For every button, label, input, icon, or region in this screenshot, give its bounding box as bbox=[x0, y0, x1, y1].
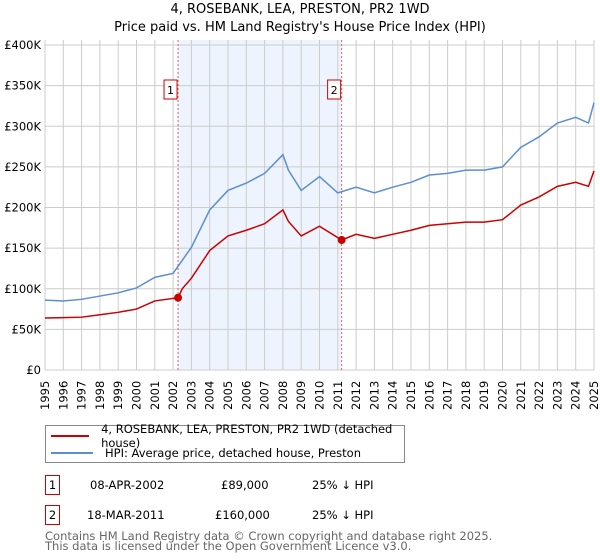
x-tick-label: 2003 bbox=[184, 381, 198, 410]
x-tick-label: 2011 bbox=[331, 381, 345, 410]
sale-point bbox=[337, 236, 346, 244]
x-tick-label: 2023 bbox=[550, 381, 564, 410]
sale-price: £89,000 bbox=[221, 478, 269, 492]
y-tick-label: £50K bbox=[12, 322, 42, 336]
x-tick-label: 2016 bbox=[422, 381, 436, 410]
x-tick-label: 2025 bbox=[587, 381, 600, 410]
y-tick-label: £150K bbox=[4, 241, 41, 255]
sale-hpi: 25% ↓ HPI bbox=[312, 508, 374, 522]
x-tick-label: 2010 bbox=[313, 381, 327, 410]
x-tick-label: 1998 bbox=[93, 381, 107, 410]
x-tick-label: 1995 bbox=[38, 381, 52, 410]
x-tick-label: 2007 bbox=[258, 381, 272, 410]
footer-licence: This data is licensed under the Open Gov… bbox=[45, 539, 412, 553]
x-tick-label: 2014 bbox=[386, 381, 400, 410]
legend-label: HPI: Average price, detached house, Pres… bbox=[105, 446, 361, 460]
sale-marker-box bbox=[327, 79, 342, 100]
x-tick-label: 2004 bbox=[203, 381, 217, 410]
x-tick-label: 2024 bbox=[569, 381, 583, 410]
x-tick-label: 2020 bbox=[496, 381, 510, 410]
x-tick-label: 2019 bbox=[477, 381, 491, 410]
y-tick-label: £200K bbox=[4, 201, 41, 215]
legend-item-hpi: HPI: Average price, detached house, Pres… bbox=[46, 445, 361, 461]
sale-marker-label: 2 bbox=[331, 84, 338, 97]
series-line bbox=[44, 102, 595, 302]
chart-subtitle: Price paid vs. HM Land Registry's House … bbox=[114, 20, 486, 35]
legend-item-property: 4, ROSEBANK, LEA, PRESTON, PR2 1WD (deta… bbox=[46, 422, 404, 450]
y-tick-label: £300K bbox=[4, 119, 41, 133]
plot-area: £0 £50K £100K £150K £200K £250K £300K £350K £400… bbox=[4, 38, 600, 410]
x-tick-label: 1997 bbox=[75, 381, 89, 410]
sale-row: 1 08-APR-2002 £89,000 25% ↓ HPI bbox=[45, 475, 545, 495]
x-tick-label: 2000 bbox=[130, 381, 144, 410]
sale-point bbox=[174, 293, 183, 302]
y-tick-label: £350K bbox=[4, 79, 41, 93]
y-tick-label: £100K bbox=[4, 282, 41, 296]
x-tick-label: 2017 bbox=[441, 381, 455, 410]
x-tick-label: 2018 bbox=[459, 381, 473, 410]
sale-marker: 1 bbox=[45, 475, 60, 495]
sale-marker: 2 bbox=[45, 505, 60, 525]
sale-hpi: 25% ↓ HPI bbox=[312, 478, 374, 492]
y-tick-label: £0 bbox=[26, 363, 41, 377]
sale-price: £160,000 bbox=[215, 508, 270, 522]
legend-label: 4, ROSEBANK, LEA, PRESTON, PR2 1WD (deta… bbox=[101, 422, 393, 450]
legend-swatch bbox=[51, 452, 93, 454]
x-tick-label: 2002 bbox=[166, 381, 180, 410]
x-tick-label: 2015 bbox=[404, 381, 418, 410]
legend-swatch bbox=[51, 435, 90, 437]
sale-date: 18-MAR-2011 bbox=[87, 508, 165, 522]
x-tick-label: 1999 bbox=[111, 381, 125, 410]
sale-marker-label: 1 bbox=[167, 84, 174, 97]
x-tick-label: 2022 bbox=[532, 381, 546, 410]
shaded-ownership-period bbox=[178, 40, 342, 370]
x-tick-label: 2012 bbox=[349, 381, 363, 410]
x-tick-label: 2001 bbox=[148, 381, 162, 410]
x-tick-label: 2021 bbox=[514, 381, 528, 410]
x-tick-label: 2009 bbox=[294, 381, 308, 410]
sale-row: 2 18-MAR-2011 £160,000 25% ↓ HPI bbox=[45, 505, 545, 525]
sale-date: 08-APR-2002 bbox=[90, 478, 165, 492]
x-tick-label: 2005 bbox=[221, 381, 235, 410]
x-tick-label: 1996 bbox=[56, 381, 70, 410]
series-line bbox=[44, 170, 595, 319]
x-tick-label: 2013 bbox=[367, 381, 381, 410]
y-tick-label: £250K bbox=[4, 160, 41, 174]
y-tick-label: £400K bbox=[4, 38, 41, 52]
chart-title: 4, ROSEBANK, LEA, PRESTON, PR2 1WD bbox=[170, 2, 430, 17]
legend: 4, ROSEBANK, LEA, PRESTON, PR2 1WD (deta… bbox=[45, 422, 405, 463]
x-tick-label: 2006 bbox=[239, 381, 253, 410]
x-tick-label: 2008 bbox=[276, 381, 290, 410]
footer-copyright: Contains HM Land Registry data © Crown c… bbox=[45, 529, 493, 543]
sale-marker-box bbox=[163, 79, 178, 100]
